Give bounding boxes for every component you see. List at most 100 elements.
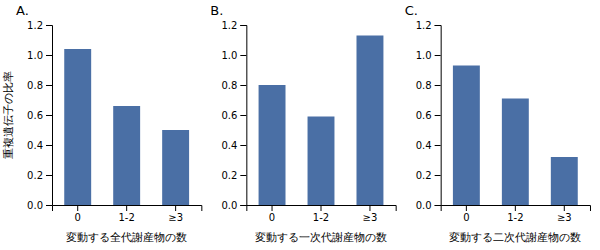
y-tick-mark [240,85,246,86]
panel-label: B. [210,3,223,18]
y-tick: 0.4 [221,140,246,151]
chart-container: 0.00.20.40.60.81.01.201-2≥3変動する全代謝産物の数重複… [0,0,600,250]
panel-label: C. [405,3,418,18]
panel-label: A. [16,3,29,18]
x-tick-mark [77,205,78,211]
y-tick-mark [240,25,246,26]
y-tick-label: 1.2 [416,20,432,31]
x-tick-label: 1-2 [313,212,329,223]
bars [259,36,384,206]
bar [259,85,286,205]
y-tick-label: 1.2 [27,20,43,31]
y-tick-label: 0.6 [27,110,43,121]
y-tick-label: 1.2 [221,20,237,31]
y-tick: 0.8 [416,80,441,91]
y-tick: 0.4 [27,140,52,151]
bar [64,49,91,205]
y-tick-label: 0.4 [27,140,43,151]
x-tick-mark [369,205,370,211]
x-tick-label: 0 [75,212,81,223]
panel: 0.00.20.40.60.81.01.201-2≥3変動する全代謝産物の数重複… [2,3,202,244]
x-tick-mark [126,205,127,211]
x-tick-label: 0 [269,212,275,223]
y-axis: 0.0 0.2 0.4 0.6 0.8 1.0 1.2 [416,20,441,211]
x-tick-mark [175,205,176,211]
y-axis-line [240,26,247,206]
y-tick-mark [240,55,246,56]
x-tick: 0 [463,205,469,223]
x-tick-label: 0 [463,212,469,223]
y-tick: 0.6 [416,110,441,121]
x-axis-title: 変動する二次代謝産物の数 [449,231,581,244]
y-tick-mark [46,25,52,26]
bars [453,66,578,206]
y-tick: 1.2 [27,20,52,31]
x-tick-label: ≥3 [557,212,572,223]
y-tick: 1.2 [416,20,441,31]
x-tick-label: ≥3 [363,212,378,223]
y-tick-label: 0.4 [221,140,237,151]
x-tick-mark [466,205,467,211]
y-tick-mark [435,85,441,86]
x-axis: 0 1-2 ≥3 [247,205,396,223]
x-axis-line [441,206,590,212]
y-tick: 0.2 [27,170,52,181]
x-axis-line [247,206,396,212]
bar [453,66,480,206]
y-tick: 0.6 [221,110,246,121]
y-tick-mark [240,145,246,146]
x-axis-title: 変動する一次代謝産物の数 [255,231,387,244]
y-tick-label: 0.0 [416,200,432,211]
y-tick: 0.6 [27,110,52,121]
y-tick-label: 1.0 [221,50,237,61]
y-tick-mark [435,55,441,56]
bar [162,130,189,205]
x-tick: ≥3 [363,205,378,223]
x-tick-label: 1-2 [118,212,134,223]
x-tick: ≥3 [168,205,183,223]
y-tick: 0.0 [27,200,52,211]
x-tick: ≥3 [557,205,572,223]
y-axis: 0.0 0.2 0.4 0.6 0.8 1.0 1.2 [27,20,52,211]
y-tick-mark [240,175,246,176]
y-tick-mark [240,115,246,116]
y-tick-mark [46,55,52,56]
y-tick-mark [435,25,441,26]
x-tick: 1-2 [507,205,523,223]
y-tick: 0.4 [416,140,441,151]
y-tick: 0.0 [416,200,441,211]
x-tick-mark [321,205,322,211]
x-axis: 0 1-2 ≥3 [53,205,202,223]
x-tick-label: 1-2 [507,212,523,223]
y-axis: 0.0 0.2 0.4 0.6 0.8 1.0 1.2 [221,20,246,211]
y-tick-label: 0.8 [27,80,43,91]
y-tick: 0.0 [221,200,246,211]
x-axis-line [53,206,202,212]
y-tick: 0.2 [416,170,441,181]
y-tick-label: 0.2 [221,170,237,181]
y-tick: 0.8 [221,80,246,91]
y-tick: 0.2 [221,170,246,181]
y-tick-label: 0.8 [221,80,237,91]
panel: 0.0 0.2 0.4 0.6 0.8 1.0 1.2 0 1-2 ≥3 変動する二次代謝産物の数 C… [405,3,591,244]
x-tick: 1-2 [118,205,134,223]
bar [113,106,140,205]
panel: 0.0 0.2 0.4 0.6 0.8 1.0 1.2 0 1-2 ≥3 変動する一次代謝産物の数 B… [210,3,396,244]
y-axis-line [435,26,442,206]
y-tick-label: 0.2 [27,170,43,181]
chart-svg: 0.00.20.40.60.81.01.201-2≥3変動する全代謝産物の数重複… [0,0,600,250]
y-tick-label: 1.0 [416,50,432,61]
y-tick: 1.0 [27,50,52,61]
x-tick: 1-2 [313,205,329,223]
y-axis-line [46,26,53,206]
x-tick-mark [515,205,516,211]
y-tick-label: 0.4 [416,140,432,151]
y-tick: 1.2 [221,20,246,31]
y-tick-mark [435,175,441,176]
y-tick-mark [46,205,52,206]
x-axis-title: 変動する全代謝産物の数 [66,231,187,244]
bar [308,117,335,206]
x-tick: 0 [269,205,275,223]
y-tick-label: 1.0 [27,50,43,61]
x-tick-mark [564,205,565,211]
